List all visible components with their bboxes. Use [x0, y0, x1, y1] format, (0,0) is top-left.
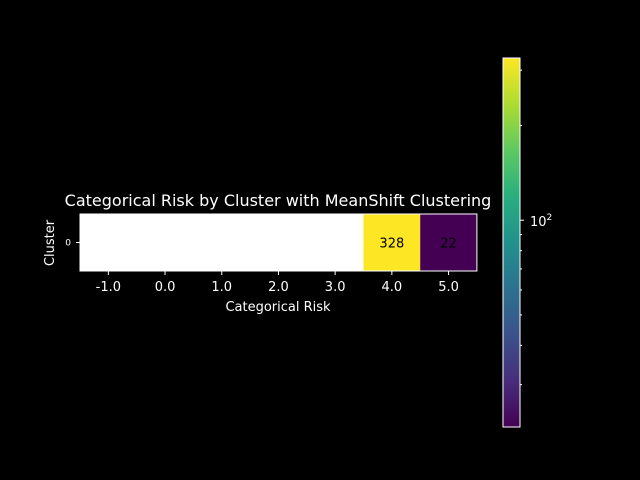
x-tick-label: 5.0 [438, 280, 459, 295]
x-tick-label: 1.0 [211, 280, 232, 295]
y-axis-label: Cluster [43, 219, 58, 266]
y-tick-label: 0 [65, 239, 71, 249]
chart-title: Categorical Risk by Cluster with MeanShi… [65, 191, 492, 210]
colorbar-tick-base: 10 [530, 215, 547, 230]
x-tick-label: 4.0 [382, 280, 403, 295]
heatmap-cell [420, 214, 477, 271]
x-tick-label: -1.0 [96, 280, 121, 295]
x-tick-label: 0.0 [155, 280, 176, 295]
colorbar-major-tick-label: 102 [530, 213, 552, 230]
x-tick-label: 2.0 [268, 280, 289, 295]
x-tick-label: 3.0 [325, 280, 346, 295]
colorbar-ticks [520, 69, 524, 386]
heatmap-cell [363, 214, 421, 271]
cell-value-label: 22 [440, 237, 457, 252]
cell-value-label: 328 [379, 237, 404, 252]
x-axis-label: Categorical Risk [225, 300, 331, 315]
plot-area: 328 22 -1.0 0.0 1.0 2.0 3.0 4.0 5.0 0 [65, 213, 478, 295]
colorbar: 102 [502, 57, 552, 428]
colorbar-tick-exponent: 2 [547, 213, 553, 223]
colorbar-gradient [502, 57, 521, 428]
